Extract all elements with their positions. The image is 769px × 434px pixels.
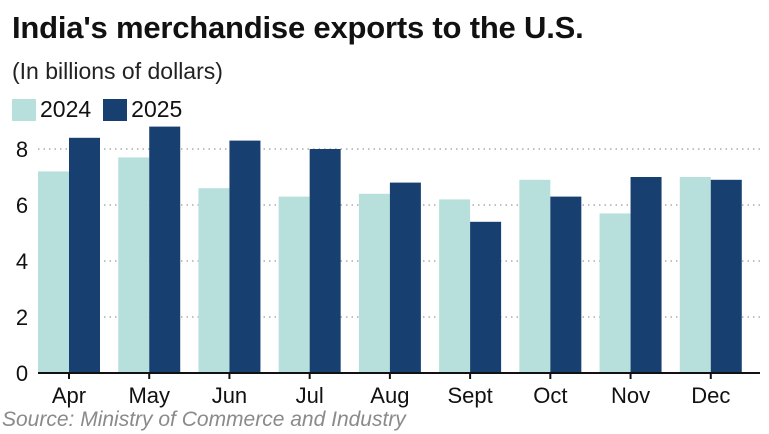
legend-label-2025: 2025	[131, 96, 183, 122]
source-note: Source: Ministry of Commerce and Industr…	[2, 408, 406, 431]
x-tick-label-aug: Aug	[370, 383, 409, 408]
bar-2024-oct	[519, 179, 551, 373]
x-tick-label-nov: Nov	[611, 383, 650, 408]
legend-label-2024: 2024	[40, 96, 92, 122]
bar-2025-aug	[389, 182, 421, 373]
bar-2024-nov	[599, 213, 631, 373]
bar-2024-dec	[679, 177, 711, 373]
bar-2024-jul	[278, 196, 310, 373]
bar-2025-may	[149, 126, 181, 373]
bar-2024-jun	[198, 188, 230, 373]
bar-2025-oct	[550, 196, 582, 373]
legend-item-2024: 2024	[12, 96, 91, 123]
x-tick-label-sept: Sept	[447, 383, 492, 408]
y-tick-label-2: 2	[16, 305, 28, 330]
x-tick-label-oct: Oct	[533, 383, 567, 408]
x-tick-label-apr: Apr	[52, 383, 86, 408]
chart-title: India's merchandise exports to the U.S.	[12, 10, 584, 45]
axes: 0 2 4 6 8 Apr May Jun Jul Aug Sept Oct Nov Dec	[16, 137, 760, 408]
legend-swatch-2025	[103, 98, 128, 121]
y-tick-label-6: 6	[16, 193, 28, 218]
bar-2025-sept	[470, 221, 502, 373]
x-tick-label-jul: Jul	[296, 383, 324, 408]
bar-2024-may	[118, 157, 150, 373]
chart-legend: 2024 2025	[12, 96, 194, 123]
chart-subtitle: (In billions of dollars)	[12, 58, 223, 84]
bar-2025-jul	[309, 149, 341, 373]
x-tick-label-jun: Jun	[212, 383, 247, 408]
x-tick-label-may: May	[128, 383, 170, 408]
legend-item-2025: 2025	[103, 96, 182, 123]
y-tick-label-4: 4	[16, 249, 28, 274]
bar-2025-apr	[69, 137, 100, 373]
bar-2025-jun	[229, 140, 261, 373]
y-tick-label-0: 0	[16, 361, 28, 386]
bar-2025-nov	[630, 177, 662, 373]
x-tick-label-dec: Dec	[691, 383, 730, 408]
bar-2024-apr	[38, 171, 69, 373]
legend-swatch-2024	[12, 98, 36, 121]
bar-2025-dec	[710, 179, 742, 373]
bar-2024-sept	[439, 199, 471, 373]
bars	[38, 126, 742, 373]
y-tick-label-8: 8	[16, 137, 28, 162]
bar-2024-aug	[358, 193, 390, 373]
